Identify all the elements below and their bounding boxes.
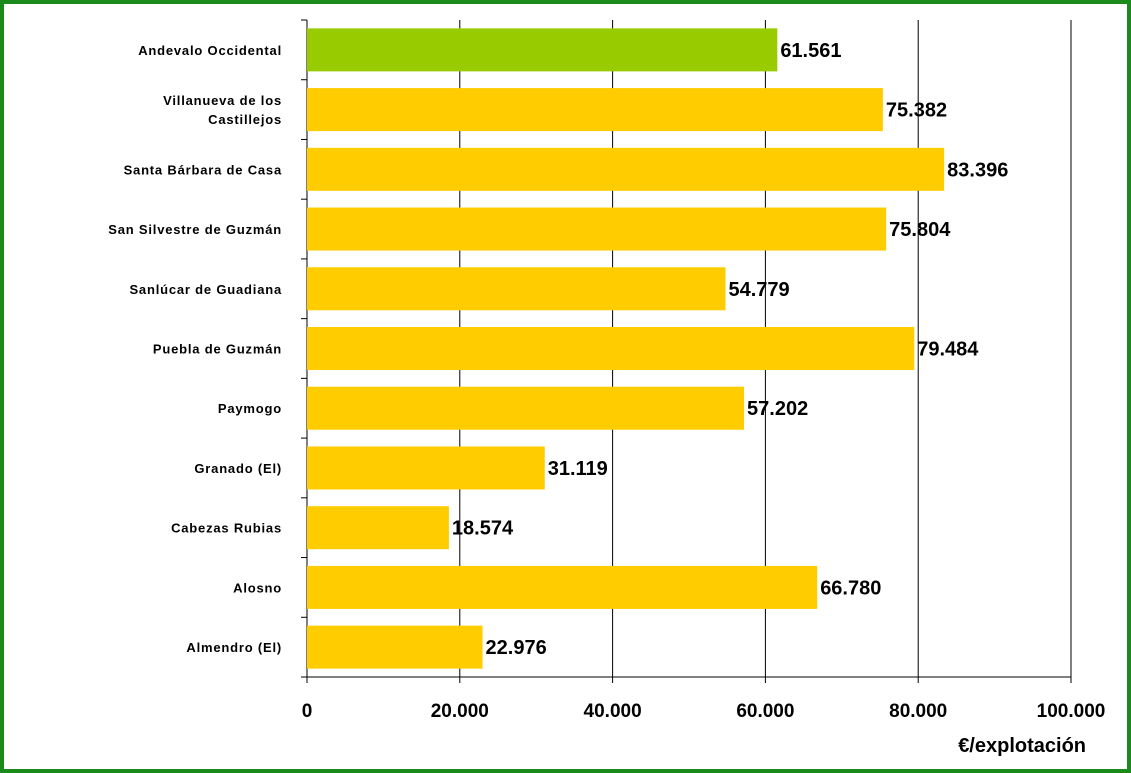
x-axis-label: €/explotación xyxy=(958,735,1086,757)
category-label: Puebla de Guzmán xyxy=(153,342,282,357)
x-tick-labels: 0 20.000 40.000 60.000 80.000 100.000 xyxy=(302,701,1106,722)
value-label: 66.780 xyxy=(820,577,881,599)
value-label: 57.202 xyxy=(747,398,808,420)
bar xyxy=(307,147,945,191)
bar xyxy=(307,326,915,371)
x-tick-label: 0 xyxy=(302,701,313,722)
value-label: 79.484 xyxy=(917,339,979,361)
category-labels: Andevalo Occidental Villanueva de los Cast… xyxy=(108,43,282,655)
bar xyxy=(307,207,887,251)
value-label: 18.574 xyxy=(452,518,514,540)
bar xyxy=(307,625,483,669)
x-tick-label: 20.000 xyxy=(431,701,489,722)
x-tick-label: 40.000 xyxy=(584,701,642,722)
value-label: 54.779 xyxy=(729,279,790,301)
bar xyxy=(307,446,545,490)
bar xyxy=(307,386,745,430)
value-label: 22.976 xyxy=(486,637,547,659)
category-label: Andevalo Occidental xyxy=(138,43,282,58)
category-label: Almendro (El) xyxy=(186,640,282,655)
bar xyxy=(307,506,449,550)
bar xyxy=(307,565,818,609)
category-label: Villanueva de los Castillejos xyxy=(163,93,282,127)
category-label: San Silvestre de Guzmán xyxy=(108,222,282,237)
bars xyxy=(307,28,945,669)
value-label: 31.119 xyxy=(548,458,608,480)
x-tick-label: 80.000 xyxy=(889,701,947,722)
bar xyxy=(307,267,726,311)
category-label: Cabezas Rubias xyxy=(171,521,282,536)
x-tick-label: 100.000 xyxy=(1037,701,1106,722)
category-label: Paymogo xyxy=(218,401,282,416)
category-label: Alosno xyxy=(233,580,282,595)
x-tick-label: 60.000 xyxy=(736,701,794,722)
bar xyxy=(307,88,883,132)
value-label: 75.382 xyxy=(886,100,947,122)
value-label: 83.396 xyxy=(947,159,1008,181)
category-label: Santa Bárbara de Casa xyxy=(124,162,282,177)
category-label: Granado (El) xyxy=(194,461,282,476)
value-label: 61.561 xyxy=(780,40,841,62)
value-labels: 61.561 75.382 83.396 75.804 54.779 79.484 57.2… xyxy=(452,40,1008,659)
value-label: 75.804 xyxy=(889,219,951,241)
category-label: Sanlúcar de Guadiana xyxy=(129,282,282,297)
bar xyxy=(307,28,778,72)
